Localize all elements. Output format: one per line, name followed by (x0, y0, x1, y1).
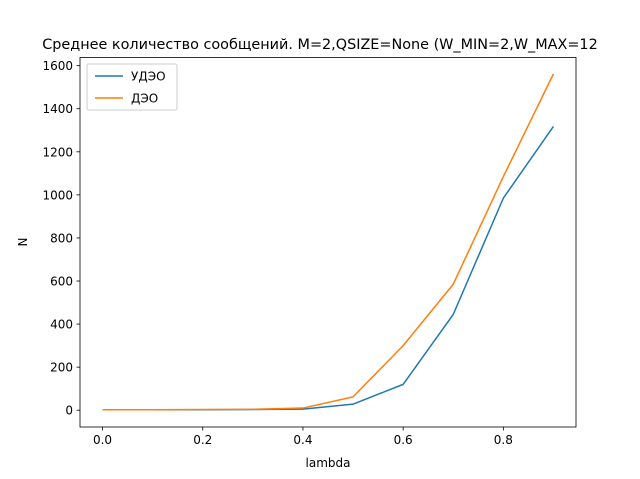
y-tick-label: 1400 (42, 102, 73, 116)
series-layer (102, 73, 555, 411)
x-tick-label: 0.6 (394, 433, 413, 447)
series-line-1 (102, 73, 555, 411)
y-tick-label: 200 (50, 361, 73, 375)
chart-title: Среднее количество сообщений. M=2,QSIZE=… (42, 37, 598, 53)
plot-area (79, 57, 577, 428)
x-tick-label: 0.4 (293, 433, 312, 447)
y-axis-label: N (16, 238, 30, 247)
y-tick-label: 600 (50, 275, 73, 289)
x-tick-label: 0.0 (93, 433, 112, 447)
legend: УДЭО ДЭО (86, 63, 178, 111)
x-tick-label: 0.8 (494, 433, 513, 447)
series-line-0 (102, 125, 555, 411)
y-tick-label: 400 (50, 318, 73, 332)
x-axis-label: lambda (306, 456, 351, 470)
plot-frame (79, 57, 577, 428)
x-tick-label: 0.2 (193, 433, 212, 447)
y-tick-label: 1200 (42, 145, 73, 159)
y-axis-ticks: 0 200 400 600 800 1000 1200 1400 1600 (42, 59, 80, 418)
y-tick-label: 0 (65, 404, 73, 418)
y-tick-label: 1000 (42, 188, 73, 202)
x-axis-ticks: 0.0 0.2 0.4 0.6 0.8 (93, 427, 513, 447)
y-tick-label: 800 (50, 231, 73, 245)
y-tick-label: 1600 (42, 59, 73, 73)
legend-label-deo: ДЭО (131, 92, 158, 106)
legend-label-udeo: УДЭО (131, 70, 166, 84)
